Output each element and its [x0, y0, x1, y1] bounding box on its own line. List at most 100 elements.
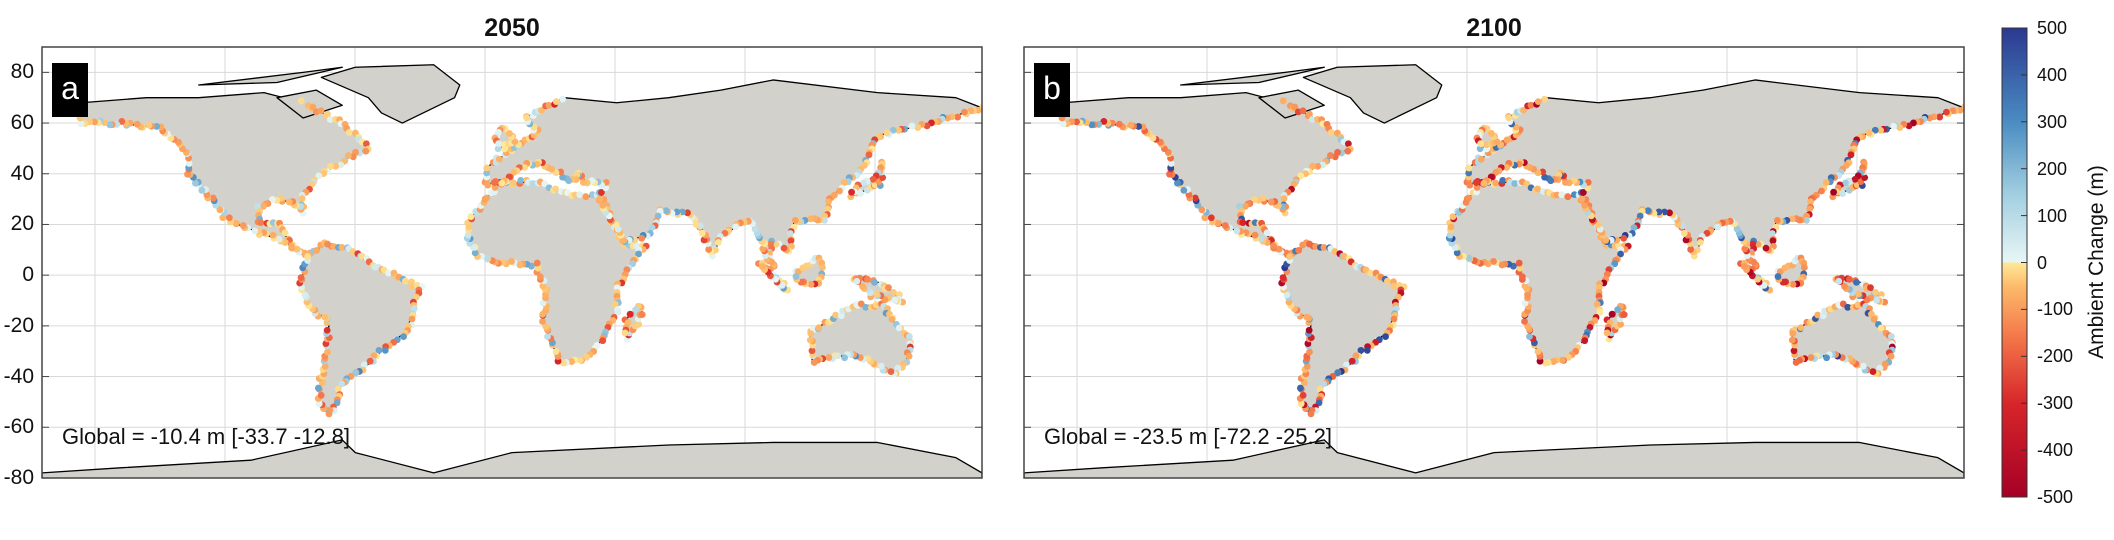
coastal-dot: [1135, 123, 1143, 130]
coastal-dot: [732, 223, 740, 231]
coastal-dot: [1558, 191, 1566, 199]
coastal-dot: [1306, 348, 1313, 356]
coastal-dot: [1167, 160, 1175, 167]
coastal-dot: [612, 221, 620, 229]
coastal-dot: [498, 179, 506, 187]
coastal-dot: [1515, 259, 1523, 267]
coastal-dot: [1180, 186, 1188, 194]
coastal-dot: [1309, 162, 1316, 170]
coastal-dot: [232, 219, 240, 227]
coastal-dot: [1596, 308, 1604, 316]
coastal-dot: [315, 172, 323, 180]
coastal-dot: [1279, 274, 1287, 281]
coastal-dot: [1620, 234, 1628, 242]
coastal-dot: [315, 400, 323, 408]
coastal-dot: [808, 347, 816, 355]
coastal-dot: [1842, 179, 1849, 187]
coastal-dot: [408, 283, 416, 290]
coastal-dot: [1853, 278, 1860, 286]
coastal-dot: [818, 264, 826, 271]
coastal-dot: [1666, 209, 1673, 217]
coastal-dot: [599, 202, 607, 209]
coastal-dot: [1905, 122, 1913, 130]
land-au: [809, 302, 913, 375]
coastal-dot: [1115, 120, 1123, 128]
coastal-dot: [1357, 346, 1365, 354]
coastal-dot: [1740, 263, 1748, 270]
coastal-dot: [1480, 179, 1488, 187]
coastal-dot: [1630, 224, 1638, 231]
coastal-dot: [1807, 354, 1815, 361]
coastal-dot: [1477, 155, 1485, 163]
coastal-dot: [1581, 202, 1589, 209]
coastal-dot: [705, 246, 713, 253]
coastal-dot: [1876, 364, 1884, 372]
coastal-dot: [554, 357, 562, 365]
coastal-dot: [1608, 310, 1616, 318]
coastal-dot: [1870, 315, 1878, 323]
coastal-dot: [1854, 290, 1862, 298]
coastal-dot: [638, 234, 646, 242]
coastal-dot: [582, 193, 590, 201]
coastal-dot: [1316, 385, 1324, 393]
coastal-dot: [517, 176, 525, 184]
coastal-dot: [293, 245, 301, 253]
coastal-dot: [1872, 289, 1879, 296]
coastal-dot: [890, 289, 897, 296]
coastal-dot: [1283, 291, 1291, 299]
coastal-dot: [883, 129, 891, 137]
coastal-dot: [1617, 250, 1624, 258]
coastal-dot: [1890, 122, 1898, 130]
coastal-dot: [1541, 173, 1549, 181]
coastal-dot: [1867, 284, 1874, 292]
coastal-dot: [269, 231, 277, 239]
y-tick-label: 40: [10, 161, 34, 185]
coastal-dot: [1873, 296, 1880, 304]
coastal-dot: [366, 357, 374, 365]
coastal-dot: [1511, 180, 1519, 187]
coastal-dot: [1270, 242, 1277, 250]
coastal-dot: [1865, 129, 1873, 137]
land-an: [42, 439, 982, 478]
coastal-dot: [198, 186, 206, 194]
colorbar-tick-label: -500: [2037, 487, 2074, 507]
coastal-dot: [857, 190, 864, 197]
coastal-dot: [275, 235, 283, 243]
coastal-dot: [471, 249, 479, 257]
coastal-dot: [385, 269, 392, 277]
coastal-dot: [662, 207, 670, 215]
coastal-dot: [297, 274, 305, 281]
coastal-dot: [1797, 324, 1805, 332]
coastal-dot: [534, 264, 542, 272]
coastal-dot: [1887, 333, 1895, 340]
coastal-dot: [1449, 213, 1457, 220]
coastal-dot: [579, 179, 587, 186]
coastal-dot: [1320, 380, 1328, 388]
coastal-dot: [483, 194, 491, 202]
coastal-dot: [1307, 410, 1315, 418]
coastal-dot: [895, 126, 903, 134]
coastal-dot: [1447, 223, 1455, 231]
coastal-dot: [780, 244, 788, 252]
coastal-dot: [1100, 118, 1108, 125]
coastal-dot: [905, 333, 913, 340]
coastal-dot: [332, 162, 340, 170]
map-content: [1024, 47, 1964, 478]
coastal-dot: [324, 110, 331, 118]
coastal-dot: [1581, 337, 1589, 345]
coastal-dot: [1320, 244, 1328, 251]
coastal-dot: [301, 291, 309, 299]
coastal-dot: [321, 313, 329, 321]
coastal-dot: [1303, 313, 1311, 321]
land-ca: [198, 66, 343, 86]
coastal-dot: [1565, 354, 1572, 361]
colorbar-tick-label: -300: [2037, 393, 2074, 414]
coastal-dot: [544, 333, 551, 341]
global-stat-2100: Global = -23.5 m [-72.2 -25.2]: [1044, 424, 1332, 449]
y-tick-label: 0: [22, 263, 34, 287]
coastal-dot: [1877, 291, 1885, 298]
coastal-dot: [751, 225, 759, 233]
colorbar-tick-label: 200: [2037, 158, 2068, 179]
coastal-dot: [334, 385, 342, 393]
coastal-dot: [1839, 190, 1846, 197]
